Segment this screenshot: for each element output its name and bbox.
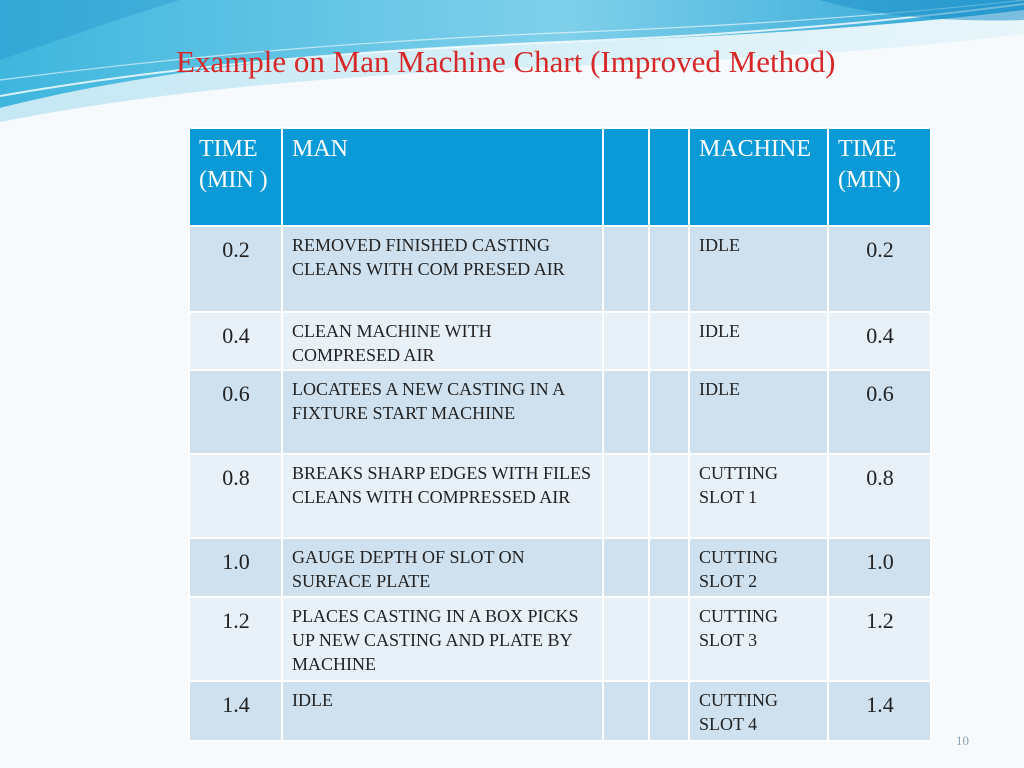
- cell-blank-1: [602, 369, 650, 455]
- cell-man: GAUGE DEPTH OF SLOT ON SURFACE PLATE: [281, 537, 604, 598]
- cell-machine: IDLE: [688, 225, 829, 313]
- cell-blank-1: [602, 225, 650, 313]
- table-row: 0.4 CLEAN MACHINE WITH COMPRESED AIR IDL…: [188, 311, 932, 371]
- cell-blank-2: [648, 453, 690, 539]
- cell-machine: CUTTING SLOT 1: [688, 453, 829, 539]
- cell-man: IDLE: [281, 680, 604, 742]
- header-blank-2: [648, 127, 690, 227]
- cell-time-left: 0.4: [188, 311, 283, 371]
- cell-time-left: 0.8: [188, 453, 283, 539]
- cell-time-right: 0.8: [827, 453, 932, 539]
- cell-blank-1: [602, 596, 650, 682]
- header-man: MAN: [281, 127, 604, 227]
- cell-blank-1: [602, 453, 650, 539]
- man-machine-chart-table: TIME (MIN ) MAN MACHINE TIME (MIN) 0.2 R…: [188, 127, 932, 742]
- table-row: 1.2 PLACES CASTING IN A BOX PICKS UP NEW…: [188, 596, 932, 682]
- cell-blank-1: [602, 680, 650, 742]
- cell-blank-2: [648, 537, 690, 598]
- page-number: 10: [956, 733, 969, 748]
- header-time-right: TIME (MIN): [827, 127, 932, 227]
- cell-time-left: 1.2: [188, 596, 283, 682]
- cell-man: BREAKS SHARP EDGES WITH FILES CLEANS WIT…: [281, 453, 604, 539]
- table-row: 0.2 REMOVED FINISHED CASTING CLEANS WITH…: [188, 225, 932, 313]
- cell-blank-2: [648, 225, 690, 313]
- cell-man: PLACES CASTING IN A BOX PICKS UP NEW CAS…: [281, 596, 604, 682]
- header-machine: MACHINE: [688, 127, 829, 227]
- cell-man: LOCATEES A NEW CASTING IN A FIXTURE STAR…: [281, 369, 604, 455]
- table-row: 1.4 IDLE CUTTING SLOT 4 1.4: [188, 680, 932, 742]
- cell-time-left: 1.4: [188, 680, 283, 742]
- table-row: 0.6 LOCATEES A NEW CASTING IN A FIXTURE …: [188, 369, 932, 455]
- cell-time-right: 1.4: [827, 680, 932, 742]
- cell-blank-2: [648, 311, 690, 371]
- cell-blank-1: [602, 537, 650, 598]
- cell-blank-2: [648, 680, 690, 742]
- cell-machine: CUTTING SLOT 4: [688, 680, 829, 742]
- cell-time-right: 0.2: [827, 225, 932, 313]
- cell-time-left: 1.0: [188, 537, 283, 598]
- cell-machine: CUTTING SLOT 3: [688, 596, 829, 682]
- cell-machine: CUTTING SLOT 2: [688, 537, 829, 598]
- cell-blank-2: [648, 596, 690, 682]
- cell-machine: IDLE: [688, 311, 829, 371]
- table-row: 0.8 BREAKS SHARP EDGES WITH FILES CLEANS…: [188, 453, 932, 539]
- header-blank-1: [602, 127, 650, 227]
- cell-time-right: 1.2: [827, 596, 932, 682]
- table-row: 1.0 GAUGE DEPTH OF SLOT ON SURFACE PLATE…: [188, 537, 932, 598]
- cell-time-left: 0.2: [188, 225, 283, 313]
- table-header-row: TIME (MIN ) MAN MACHINE TIME (MIN): [188, 127, 932, 227]
- cell-time-left: 0.6: [188, 369, 283, 455]
- cell-man: CLEAN MACHINE WITH COMPRESED AIR: [281, 311, 604, 371]
- cell-man: REMOVED FINISHED CASTING CLEANS WITH COM…: [281, 225, 604, 313]
- cell-time-right: 1.0: [827, 537, 932, 598]
- cell-time-right: 0.4: [827, 311, 932, 371]
- cell-machine: IDLE: [688, 369, 829, 455]
- header-time-left: TIME (MIN ): [188, 127, 283, 227]
- cell-blank-2: [648, 369, 690, 455]
- cell-time-right: 0.6: [827, 369, 932, 455]
- cell-blank-1: [602, 311, 650, 371]
- slide-title: Example on Man Machine Chart (Improved M…: [176, 44, 836, 79]
